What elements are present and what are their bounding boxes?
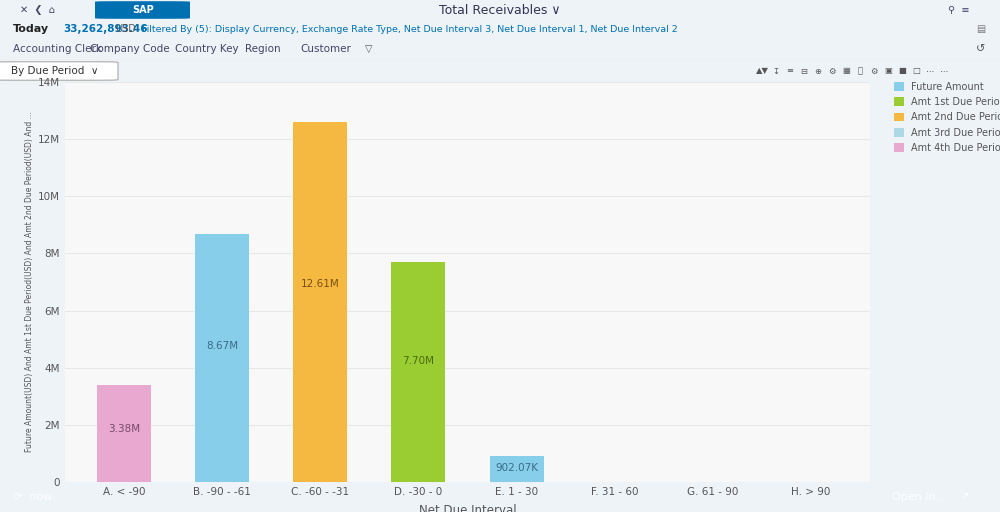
Text: 3.38M: 3.38M <box>108 424 140 434</box>
X-axis label: Net Due Interval: Net Due Interval <box>419 504 516 512</box>
Text: Region: Region <box>245 44 281 54</box>
Text: Total Receivables ∨: Total Receivables ∨ <box>439 4 561 16</box>
Bar <box>391 262 445 482</box>
Text: Filtered By (5): Display Currency, Exchange Rate Type, Net Due Interval 3, Net D: Filtered By (5): Display Currency, Excha… <box>142 25 678 33</box>
Text: SAP: SAP <box>132 5 154 15</box>
Text: ⋯: ⋯ <box>926 67 934 75</box>
Text: 8.67M: 8.67M <box>206 341 238 351</box>
Text: ⊟: ⊟ <box>800 67 808 75</box>
Text: 902.07K: 902.07K <box>495 463 538 473</box>
Text: □: □ <box>912 67 920 75</box>
Text: ✕  ❮  ⌂: ✕ ❮ ⌂ <box>20 5 55 15</box>
Bar <box>490 456 544 482</box>
Text: 33,262,893.46: 33,262,893.46 <box>63 24 148 34</box>
Text: ▦: ▦ <box>842 67 850 75</box>
Text: ↺: ↺ <box>976 44 985 54</box>
Y-axis label: Future Amount(USD) And Amt 1st Due Period(USD) And Amt 2nd Due Period(USD) And .: Future Amount(USD) And Amt 1st Due Perio… <box>25 112 34 453</box>
Text: ⟳  now: ⟳ now <box>13 492 52 502</box>
Text: Country Key: Country Key <box>175 44 239 54</box>
Text: ⚙: ⚙ <box>870 67 878 75</box>
Text: ≡: ≡ <box>786 67 794 75</box>
Text: ■: ■ <box>898 67 906 75</box>
Text: Company Code: Company Code <box>90 44 170 54</box>
Text: Open In...    ↗: Open In... ↗ <box>892 492 970 502</box>
Legend: Future Amount, Amt 1st Due Period, Amt 2nd Due Period, Amt 3rd Due Period, Amt 4: Future Amount, Amt 1st Due Period, Amt 2… <box>891 79 1000 156</box>
Text: Today: Today <box>13 24 49 34</box>
Text: ↧: ↧ <box>772 67 780 75</box>
Text: By Due Period  ∨: By Due Period ∨ <box>11 66 99 76</box>
FancyBboxPatch shape <box>95 1 190 19</box>
FancyBboxPatch shape <box>0 62 118 80</box>
Bar <box>293 122 347 482</box>
Text: 7.70M: 7.70M <box>402 356 434 366</box>
Text: Customer: Customer <box>300 44 351 54</box>
Bar <box>97 386 151 482</box>
Text: ⬜: ⬜ <box>858 67 862 75</box>
Text: ▲▼: ▲▼ <box>756 67 768 75</box>
Text: 12.61M: 12.61M <box>301 279 340 289</box>
Text: ⚙: ⚙ <box>828 67 836 75</box>
Bar <box>195 234 249 482</box>
Text: ⚲  ≡: ⚲ ≡ <box>948 5 970 15</box>
Text: ⊕: ⊕ <box>814 67 822 75</box>
Text: USD: USD <box>115 24 136 34</box>
Text: ▽: ▽ <box>365 44 372 54</box>
Text: ▣: ▣ <box>884 67 892 75</box>
Text: ⋯: ⋯ <box>940 67 948 75</box>
Text: ▤: ▤ <box>976 24 985 34</box>
Text: Accounting Clerk: Accounting Clerk <box>13 44 102 54</box>
